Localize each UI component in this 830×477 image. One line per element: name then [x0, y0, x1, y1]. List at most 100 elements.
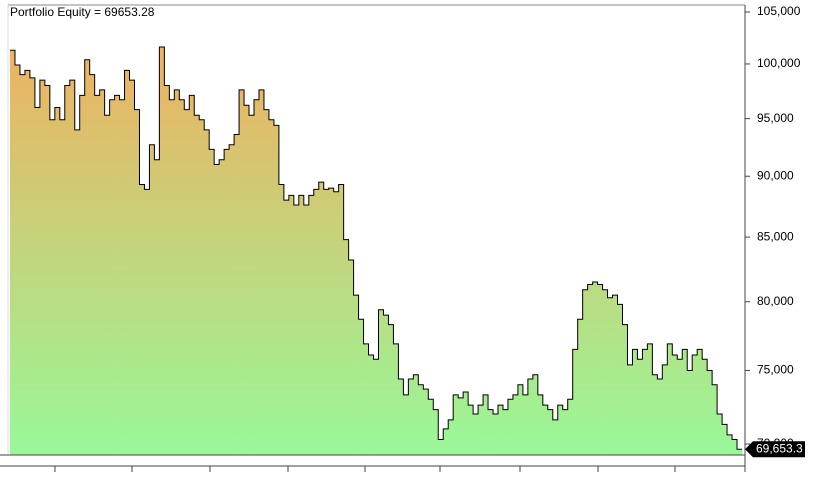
equity-step	[343, 239, 350, 455]
equity-step	[473, 413, 479, 455]
equity-step	[672, 354, 678, 455]
equity-step	[498, 405, 504, 455]
equity-step	[712, 384, 718, 455]
equity-step	[483, 394, 489, 455]
equity-step	[164, 85, 170, 455]
equity-step	[268, 119, 275, 455]
equity-step	[582, 289, 589, 455]
equity-step	[239, 89, 245, 455]
equity-step	[652, 374, 658, 455]
equity-step	[134, 109, 140, 456]
equity-step	[318, 182, 325, 455]
equity-step	[189, 95, 195, 455]
equity-step	[224, 149, 230, 455]
equity-step	[348, 259, 354, 455]
equity-step	[229, 144, 235, 456]
equity-step	[363, 343, 369, 455]
equity-step	[637, 359, 643, 455]
chart-title: Portfolio Equity = 69653.28	[10, 5, 155, 19]
equity-step	[244, 105, 250, 455]
equity-step	[278, 184, 285, 455]
equity-step	[308, 195, 315, 456]
equity-step	[557, 405, 564, 455]
equity-step	[34, 107, 41, 455]
equity-step	[159, 47, 165, 456]
equity-step	[398, 379, 404, 455]
equity-step	[323, 189, 330, 455]
equity-step	[328, 188, 335, 455]
equity-step	[677, 359, 683, 455]
equity-step	[607, 297, 613, 455]
equity-step	[388, 324, 394, 455]
equity-step	[657, 379, 663, 455]
equity-step	[717, 413, 723, 455]
equity-step	[59, 119, 66, 455]
equity-step	[542, 405, 549, 455]
y-tick-label: 80,000	[757, 294, 794, 308]
equity-step	[612, 295, 618, 455]
equity-step	[104, 115, 110, 455]
equity-step	[169, 99, 175, 456]
equity-step	[572, 349, 579, 455]
equity-step	[667, 343, 673, 455]
equity-step	[413, 374, 419, 455]
equity-step	[74, 129, 81, 455]
equity-step	[333, 191, 340, 455]
equity-step	[697, 349, 703, 455]
equity-step	[692, 354, 698, 455]
equity-step	[507, 399, 514, 455]
equity-step	[403, 394, 409, 455]
equity-step	[458, 397, 464, 455]
equity-step	[298, 195, 305, 456]
equity-step	[732, 439, 738, 455]
equity-step	[493, 413, 499, 455]
equity-step	[14, 65, 21, 455]
equity-step	[288, 195, 295, 456]
equity-step	[423, 389, 429, 455]
equity-step	[154, 159, 160, 455]
equity-step	[254, 99, 260, 456]
equity-step	[258, 89, 265, 455]
equity-step	[214, 164, 220, 456]
equity-step	[438, 439, 444, 455]
equity-step	[174, 89, 180, 455]
equity-step	[522, 394, 529, 455]
equity-step	[69, 80, 76, 455]
equity-step	[602, 289, 608, 455]
equity-step	[488, 409, 494, 455]
equity-step	[49, 119, 56, 455]
equity-step	[502, 409, 509, 455]
equity-step	[293, 205, 300, 455]
equity-step	[478, 405, 484, 455]
equity-step	[199, 119, 205, 455]
equity-step	[109, 99, 115, 456]
equity-step	[682, 349, 688, 455]
equity-step	[408, 379, 414, 455]
equity-step	[642, 349, 648, 455]
equity-step	[448, 419, 454, 455]
equity-step	[144, 189, 150, 455]
equity-step	[119, 99, 125, 456]
equity-step	[64, 85, 71, 455]
equity-step	[89, 74, 96, 455]
equity-step	[562, 409, 569, 455]
equity-step	[722, 424, 728, 455]
equity-step	[283, 200, 290, 455]
equity-step	[249, 115, 255, 455]
equity-step	[707, 370, 713, 455]
equity-step	[617, 304, 623, 455]
equity-step	[79, 95, 86, 455]
equity-step	[512, 394, 519, 455]
equity-step	[453, 394, 459, 455]
equity-step	[29, 77, 36, 455]
equity-step	[587, 284, 594, 455]
equity-step	[44, 85, 51, 455]
equity-step	[94, 95, 101, 455]
equity-step	[263, 109, 270, 456]
y-tick-label: 95,000	[757, 111, 794, 125]
equity-step	[303, 205, 310, 455]
equity-step	[114, 95, 120, 455]
y-tick-label: 85,000	[757, 229, 794, 243]
